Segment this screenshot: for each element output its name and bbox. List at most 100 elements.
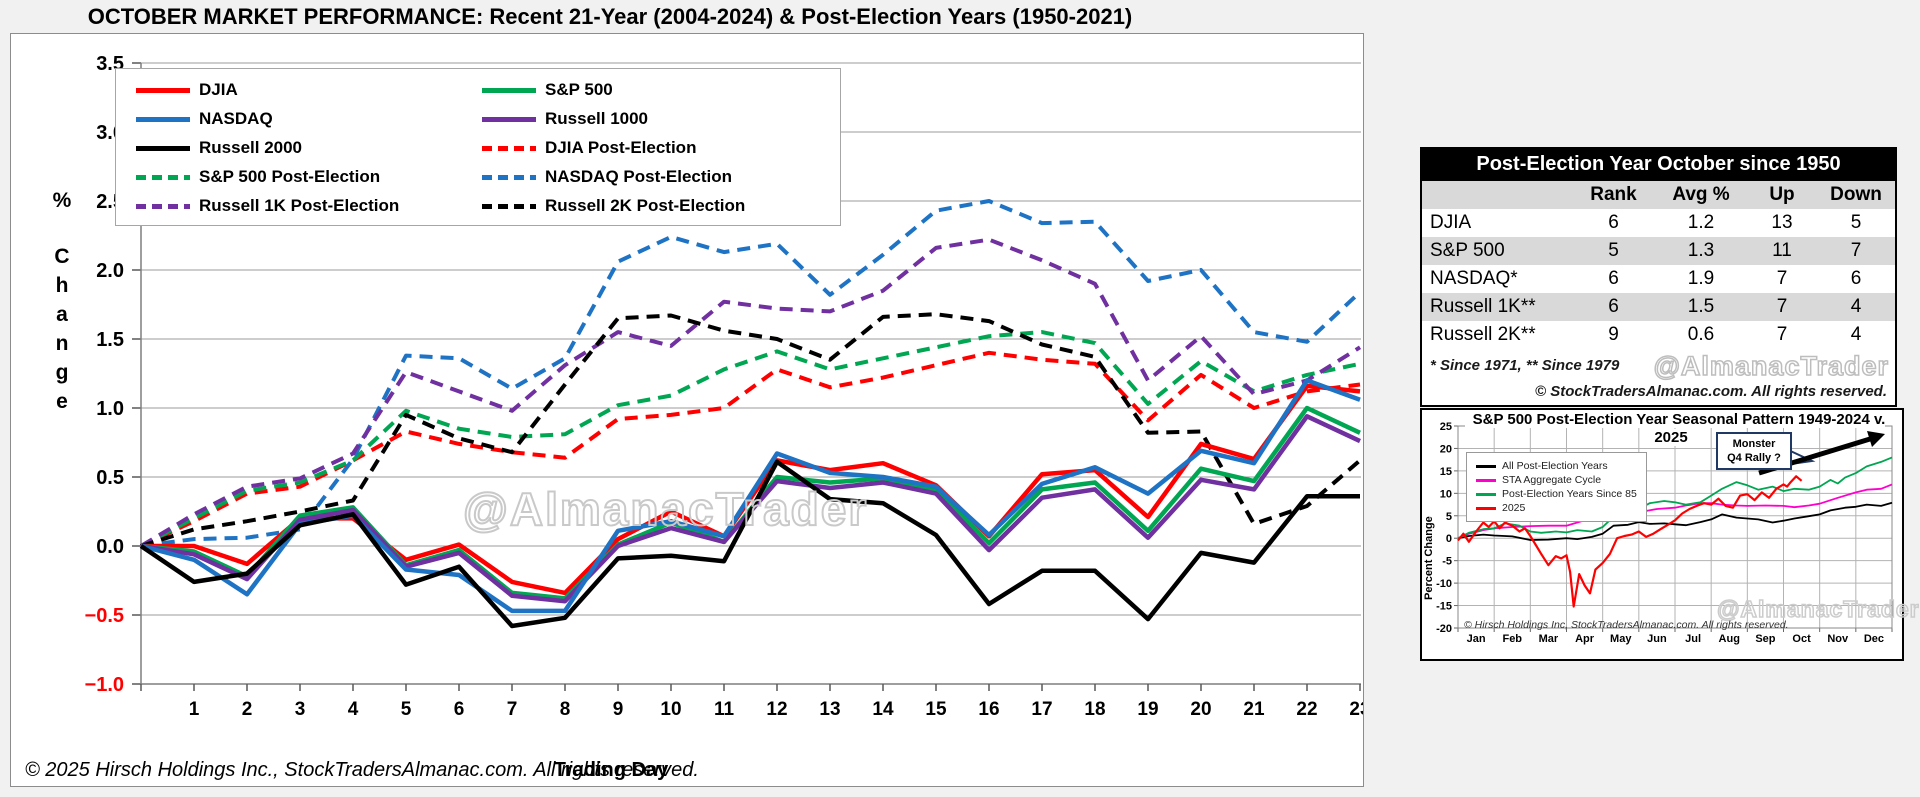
solid-line-swatch xyxy=(482,116,536,122)
x-tick-label: 22 xyxy=(1296,699,1317,720)
y-tick-label: 15 xyxy=(1440,466,1452,478)
x-tick-label: 4 xyxy=(348,699,359,720)
y-axis-letter: h xyxy=(55,274,69,297)
legend-item: NASDAQ Post-Election xyxy=(482,167,830,187)
seasonal-chart-title: S&P 500 Post-Election Year Seasonal Patt… xyxy=(1458,411,1892,447)
x-tick-label: 6 xyxy=(454,699,465,720)
x-tick-label: Jan xyxy=(1467,633,1486,645)
x-tick-label: 14 xyxy=(872,699,894,720)
legend-item: Russell 2000 xyxy=(136,138,482,158)
col-header-rank: Rank xyxy=(1572,181,1655,209)
x-tick-label: 2 xyxy=(242,699,253,720)
row-avg: 1.5 xyxy=(1687,296,1715,317)
table-row: Russell 1K** 6 1.5 7 4 xyxy=(1422,293,1895,321)
y-tick-label: 0 xyxy=(1446,533,1452,545)
x-tick-label: 13 xyxy=(819,699,840,720)
solid-line-swatch xyxy=(136,87,190,93)
x-tick-label: Mar xyxy=(1539,633,1559,645)
x-tick-label: 19 xyxy=(1137,699,1158,720)
x-tick-label: 12 xyxy=(766,699,787,720)
x-tick-label: Dec xyxy=(1864,633,1884,645)
legend-item: STA Aggregate Cycle xyxy=(1476,474,1637,486)
x-tick-label: 20 xyxy=(1190,699,1211,720)
table-row: NASDAQ* 6 1.9 7 6 xyxy=(1422,265,1895,293)
dashed-line-swatch xyxy=(136,203,190,209)
row-rank: 5 xyxy=(1608,240,1619,261)
copyright-text: © StockTradersAlmanac.com. All rights re… xyxy=(1534,383,1887,400)
stats-table-panel: Post-Election Year October since 1950 Ra… xyxy=(1420,147,1897,407)
y-tick-label: 5 xyxy=(1446,511,1452,523)
dashed-line-swatch xyxy=(482,174,536,180)
legend-item: Russell 1K Post-Election xyxy=(136,196,482,216)
table-footnote: * Since 1971, ** Since 1979 xyxy=(1430,357,1620,374)
row-avg: 1.2 xyxy=(1687,212,1715,233)
row-down: 4 xyxy=(1850,296,1862,317)
percent-sign: % xyxy=(52,189,72,212)
legend: All Post-Election Years STA Aggregate Cyc… xyxy=(1466,452,1647,522)
y-axis-letter: C xyxy=(54,245,70,268)
series-Post-Election Years Since 85 xyxy=(1457,456,1893,540)
legend-label: Russell 2000 xyxy=(199,138,303,157)
row-down: 4 xyxy=(1850,324,1862,345)
main-chart-svg: 3.53.02.52.01.51.00.50.0−0.5−1.01 2 3 4 5 6 7 8… xyxy=(85,53,1363,720)
y-tick-label: -15 xyxy=(1436,601,1452,613)
y-tick-label: -10 xyxy=(1436,578,1452,590)
y-tick-label: -20 xyxy=(1436,623,1452,635)
legend-label: NASDAQ Post-Election xyxy=(545,167,733,186)
series-Russell 2K Post-Election xyxy=(140,312,1362,548)
legend-label: Post-Election Years Since 85 xyxy=(1502,488,1637,500)
x-tick-label: 15 xyxy=(925,699,947,720)
x-tick-label: 23 xyxy=(1349,699,1363,720)
legend-item: 2025 xyxy=(1476,502,1637,514)
solid-line-swatch xyxy=(1476,464,1496,468)
legend-label: STA Aggregate Cycle xyxy=(1502,474,1602,486)
row-rank: 6 xyxy=(1608,296,1619,317)
watermark: @AlmanacTrader xyxy=(1716,595,1920,623)
legend-label: Russell 1K Post-Election xyxy=(199,196,400,215)
row-avg: 1.3 xyxy=(1687,240,1715,261)
annotation-line: Monster xyxy=(1732,438,1776,450)
y-axis-letter: g xyxy=(55,361,69,384)
watermark: @AlmanacTrader xyxy=(462,482,869,536)
series-Russell 2000 xyxy=(139,459,1360,629)
y-axis-label: Percent Change xyxy=(1423,516,1435,600)
legend-item: S&P 500 Post-Election xyxy=(136,167,482,187)
y-tick-label: −1.0 xyxy=(85,674,124,696)
seasonal-chart-title-text: S&P 500 Post-Election Year Seasonal Patt… xyxy=(1464,411,1886,446)
legend-label: All Post-Election Years xyxy=(1502,460,1608,472)
legend-item: DJIA Post-Election xyxy=(482,138,830,158)
solid-line-swatch xyxy=(1476,492,1496,496)
x-tick-label: 10 xyxy=(660,699,681,720)
y-tick-label: 1.5 xyxy=(96,329,124,351)
x-axis-title: Trading Day xyxy=(553,759,669,781)
x-tick-label: Feb xyxy=(1502,633,1522,645)
watermark: @AlmanacTrader xyxy=(1653,350,1889,382)
legend-label: DJIA Post-Election xyxy=(545,138,697,157)
stats-table: Rank Avg % Up Down DJIA 6 1.2 13 5 S&P 5… xyxy=(1422,181,1895,349)
solid-line-swatch xyxy=(136,116,190,122)
table-row: DJIA 6 1.2 13 5 xyxy=(1422,209,1895,237)
y-axis-letter: a xyxy=(56,303,68,326)
legend-label: S&P 500 Post-Election xyxy=(199,167,381,186)
legend-item: Post-Election Years Since 85 xyxy=(1476,488,1637,500)
y-tick-label: 0.5 xyxy=(96,467,124,489)
y-axis-letter: n xyxy=(55,332,69,355)
legend-label: S&P 500 xyxy=(545,80,613,99)
copyright-text: © Hirsch Holdings Inc, StockTradersAlman… xyxy=(1464,619,1789,631)
x-tick-label: Nov xyxy=(1827,633,1849,645)
legend-item: All Post-Election Years xyxy=(1476,460,1637,472)
legend-label: NASDAQ xyxy=(199,109,273,128)
y-tick-label: 25 xyxy=(1440,421,1452,433)
table-header-row: Rank Avg % Up Down xyxy=(1422,181,1895,209)
x-tick-label: 17 xyxy=(1031,699,1052,720)
row-up: 7 xyxy=(1776,296,1788,317)
legend-label: DJIA xyxy=(199,80,238,99)
x-tick-label: 8 xyxy=(560,699,571,720)
solid-line-swatch xyxy=(136,145,190,151)
x-tick-label: Aug xyxy=(1719,633,1740,645)
x-tick-label: 7 xyxy=(507,699,518,720)
row-name: NASDAQ* xyxy=(1430,268,1518,289)
solid-line-swatch xyxy=(482,87,536,93)
row-up: 11 xyxy=(1772,240,1792,261)
legend-item: S&P 500 xyxy=(482,80,830,100)
